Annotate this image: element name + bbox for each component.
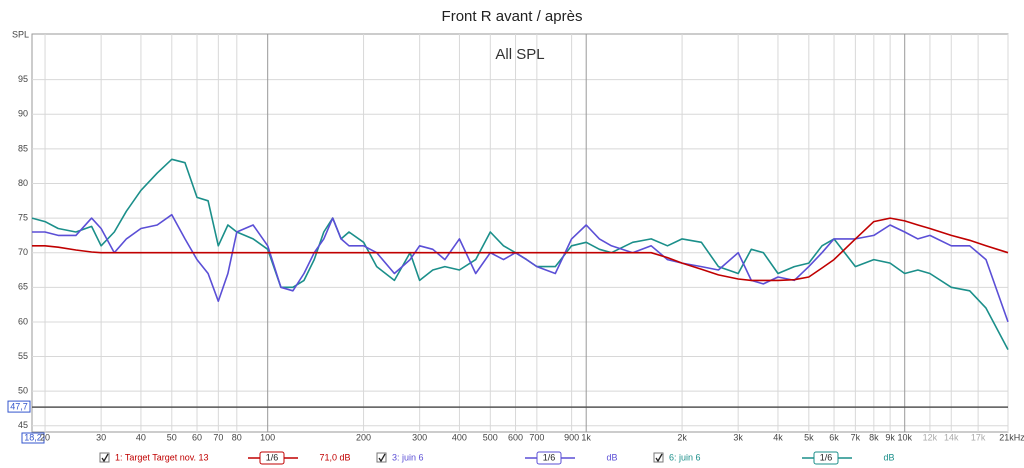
y-tick-label: 65 (18, 282, 28, 292)
x-tick-label: 6k (829, 432, 839, 442)
x-tick-label: 20 (40, 432, 50, 442)
legend-checkbox[interactable] (99, 452, 110, 463)
legend-label: 1: Target Target nov. 13 (115, 452, 209, 462)
x-tick-label: 3k (733, 432, 743, 442)
y-tick-label: 60 (18, 316, 28, 326)
legend-smoothing: 1/6 (820, 452, 833, 462)
series-group (31, 158, 1009, 350)
y-tick-label: 45 (18, 420, 28, 430)
x-tick-label: 12k (923, 432, 938, 442)
chart-title: Front R avant / après (442, 8, 583, 25)
legend-smoothing: 1/6 (266, 452, 279, 462)
x-tick-label: 70 (213, 432, 223, 442)
legend-smoothing: 1/6 (543, 452, 556, 462)
legend-level: dB (883, 452, 894, 462)
legend-checkbox[interactable] (376, 452, 387, 463)
series-line (32, 217, 1009, 282)
x-tick-label: 8k (869, 432, 879, 442)
y-axis-label: SPL (12, 29, 29, 39)
y-tick-label: 85 (18, 143, 28, 153)
x-tick-label: 600 (508, 432, 523, 442)
legend-level: 71,0 dB (319, 452, 350, 462)
legend-label: 6: juin 6 (669, 452, 701, 462)
legend-smoothing-box[interactable] (259, 451, 285, 465)
x-tick-label: 30 (96, 432, 106, 442)
plot-area (31, 33, 1009, 433)
x-tick-label: 200 (356, 432, 371, 442)
series-line (31, 158, 1009, 350)
x-tick-label: 21kHz (999, 432, 1024, 442)
legend: 1: Target Target nov. 13 1/6 71,0 dB 3: jui… (99, 451, 895, 465)
x-tick-label: 500 (483, 432, 498, 442)
series-line (32, 213, 1009, 323)
x-tick-label: 40 (136, 432, 146, 442)
x-tick-label: 700 (529, 432, 544, 442)
x-tick-label: 14k (944, 432, 959, 442)
x-start-box (21, 432, 45, 444)
y-tick-label: 75 (18, 212, 28, 222)
x-tick-label: 60 (192, 432, 202, 442)
legend-label: 3: juin 6 (392, 452, 424, 462)
x-tick-label: 400 (452, 432, 467, 442)
y-tick-label: 70 (18, 247, 28, 257)
x-tick-label: 100 (260, 432, 275, 442)
x-tick-label: 10k (897, 432, 912, 442)
y-tick-label: 50 (18, 386, 28, 396)
x-tick-label: 5k (804, 432, 814, 442)
y-tick-label: 95 (18, 74, 28, 84)
x-tick-label: 17k (971, 432, 986, 442)
legend-smoothing-box[interactable] (813, 451, 839, 465)
y-tick-label: 90 (18, 109, 28, 119)
legend-checkbox[interactable] (653, 452, 664, 463)
x-tick-label: 900 (564, 432, 579, 442)
x-tick-label: 4k (773, 432, 783, 442)
reference-label-box (7, 400, 31, 413)
y-tick-label: 80 (18, 178, 28, 188)
x-tick-label: 2k (677, 432, 687, 442)
x-tick-label: 1k (581, 432, 591, 442)
x-tick-label: 7k (851, 432, 861, 442)
legend-check (378, 453, 386, 463)
legend-check (655, 453, 663, 463)
grid: 45 50 55 60 65 70 75 80 85 90 95 18,220 30 40 50 60 70 80… (7, 34, 1024, 444)
subtitle: All SPL (495, 46, 544, 63)
reference-label: 47,7 (10, 401, 28, 411)
legend-smoothing-box[interactable] (536, 451, 562, 465)
x-tick-label: 9k (885, 432, 895, 442)
y-tick-label: 55 (18, 351, 28, 361)
x-tick-label: 18,2 (24, 432, 42, 442)
x-tick-label: 50 (167, 432, 177, 442)
legend-level: dB (606, 452, 617, 462)
x-tick-label: 80 (232, 432, 242, 442)
legend-check (101, 453, 109, 463)
x-tick-label: 300 (412, 432, 427, 442)
